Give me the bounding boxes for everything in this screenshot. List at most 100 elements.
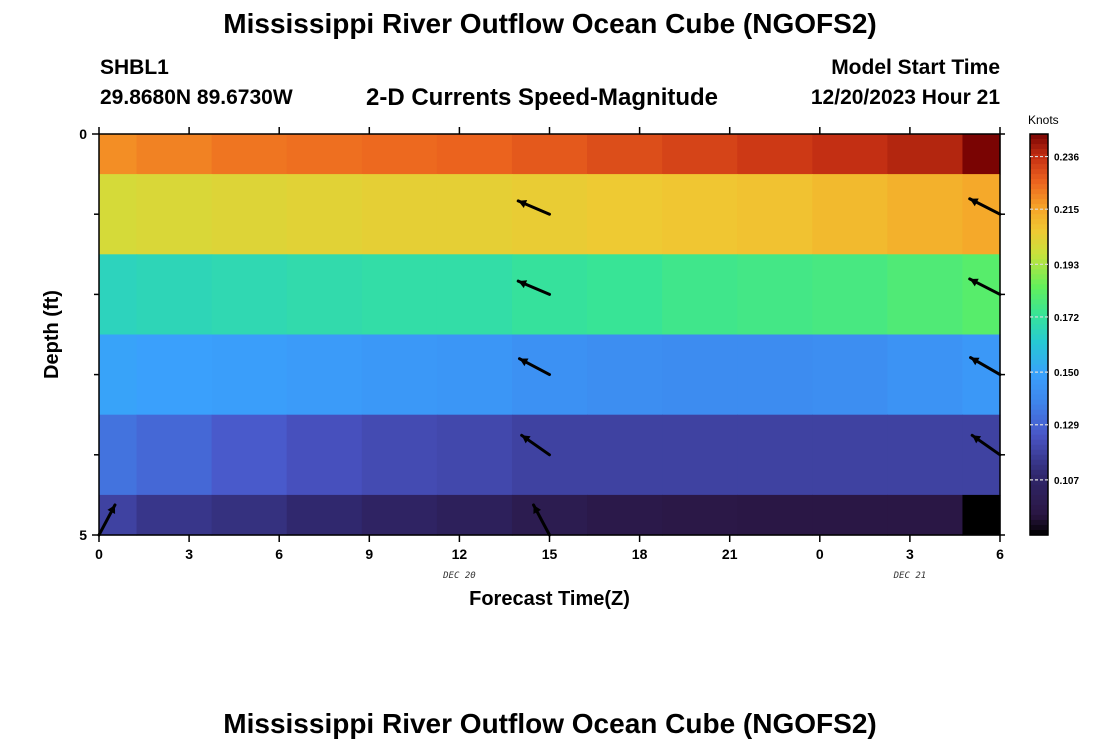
heatmap-cell (887, 494, 964, 536)
heatmap-cell (286, 254, 363, 336)
heatmap-cell (436, 414, 513, 496)
colorbar-swatch (1030, 429, 1048, 436)
colorbar-tick-label: 0.150 (1054, 368, 1079, 379)
heatmap-cell (587, 174, 663, 255)
x-tick-label: 9 (365, 546, 373, 562)
colorbar-tick-label: 0.172 (1054, 313, 1079, 324)
colorbar-tick-label: 0.236 (1054, 153, 1079, 164)
heatmap-cell (887, 174, 964, 255)
colorbar-swatch (1030, 359, 1048, 366)
colorbar-swatch (1030, 524, 1048, 531)
heatmap-cell (436, 334, 513, 416)
current-vector-arrow (968, 277, 1002, 296)
heatmap-cell (737, 254, 813, 336)
colorbar-swatch (1030, 454, 1048, 461)
x-tick-label: 3 (906, 546, 914, 562)
colorbar-unit: Knots (1028, 113, 1059, 127)
heatmap-cell (737, 134, 813, 175)
y-axis-title: Depth (ft) (41, 290, 63, 379)
heatmap-cell (436, 254, 513, 336)
colorbar-swatch (1030, 289, 1048, 295)
colorbar-swatch (1030, 294, 1048, 301)
colorbar-swatch (1030, 334, 1048, 341)
heatmap-cell (962, 174, 1001, 255)
heatmap-cell (361, 174, 438, 255)
heatmap-cell (136, 494, 213, 536)
colorbar-swatch (1030, 229, 1048, 235)
colorbar-swatch (1030, 344, 1048, 351)
colorbar-swatch (1030, 439, 1048, 446)
footer-title: Mississippi River Outflow Ocean Cube (NG… (223, 708, 877, 739)
arrow-head (969, 278, 979, 287)
heatmap-cell (812, 174, 888, 255)
heatmap-cell (812, 254, 888, 336)
colorbar-swatch (1030, 214, 1048, 220)
colorbar-swatch (1030, 404, 1048, 411)
chart-subtitle: 2-D Currents Speed-Magnitude (366, 84, 719, 111)
heatmap-cell (812, 334, 888, 416)
colorbar-swatch (1030, 354, 1048, 361)
heatmap-cell (737, 414, 813, 496)
colorbar-swatch (1030, 189, 1048, 195)
arrow-head (519, 358, 529, 367)
heatmap-cell (361, 334, 438, 416)
heatmap-cell (587, 494, 663, 536)
colorbar-swatch (1030, 394, 1048, 401)
colorbar-swatch (1030, 319, 1048, 326)
colorbar-swatch (1030, 529, 1048, 536)
heatmap-cell (286, 414, 363, 496)
x-axis: 0 3 6 9 12 15 18 21 0 3 6 DEC 20 DEC 21 (95, 127, 1004, 581)
heatmap-cell (887, 334, 964, 416)
arrow-head (518, 280, 528, 289)
current-vector-arrow (520, 433, 551, 457)
heatmap-cell (812, 494, 888, 536)
current-vector-arrow (970, 433, 1002, 457)
heatmap-cell (99, 494, 138, 536)
heatmap-cell (211, 254, 288, 336)
heatmap-cell (962, 334, 1001, 416)
x-tick-label: 0 (95, 546, 103, 562)
x-tick-label: 12 (452, 546, 468, 562)
heatmap-cell (136, 254, 213, 336)
y-tick-label: 5 (79, 527, 87, 543)
y-tick-label: 0 (79, 126, 87, 142)
heatmap-cell (211, 414, 288, 496)
colorbar-swatch (1030, 409, 1048, 416)
heatmap-cell (887, 134, 964, 175)
heatmap-cell (211, 174, 288, 255)
heatmap-cell (812, 134, 888, 175)
colorbar-swatch (1030, 284, 1048, 290)
colorbar-swatch (1030, 239, 1048, 245)
colorbar-swatch (1030, 389, 1048, 396)
heatmap-cell (511, 134, 588, 175)
x-tick-label: 6 (275, 546, 283, 562)
heatmap-cell (99, 134, 138, 175)
colorbar-swatch (1030, 489, 1048, 496)
colorbar-swatch (1030, 204, 1048, 210)
model-start-value: 12/20/2023 Hour 21 (810, 86, 1000, 109)
heatmap-cell (662, 254, 738, 336)
colorbar-swatch (1030, 254, 1048, 260)
heatmap-cell (361, 414, 438, 496)
arrow-head (533, 504, 542, 514)
colorbar-swatch (1030, 484, 1048, 491)
heatmap-cell (361, 134, 438, 175)
current-vector-arrow (969, 356, 1002, 377)
arrow-head (972, 435, 982, 444)
heatmap-cell (737, 174, 813, 255)
colorbar-swatch (1030, 234, 1048, 240)
heatmap-cell (286, 174, 363, 255)
heatmap-cell (99, 334, 138, 416)
colorbar-tick-label: 0.107 (1054, 476, 1079, 487)
colorbar-swatch (1030, 184, 1048, 190)
current-vectors (97, 197, 1002, 537)
arrow-head (969, 198, 979, 207)
colorbar-swatch (1030, 144, 1048, 150)
x-tick-label: 18 (632, 546, 648, 562)
colorbar-swatch (1030, 164, 1048, 170)
current-vector-arrow (532, 503, 551, 537)
colorbar-swatch (1030, 379, 1048, 386)
heatmap-cell (361, 494, 438, 536)
heatmap-cell (136, 174, 213, 255)
heatmap-cell (587, 334, 663, 416)
